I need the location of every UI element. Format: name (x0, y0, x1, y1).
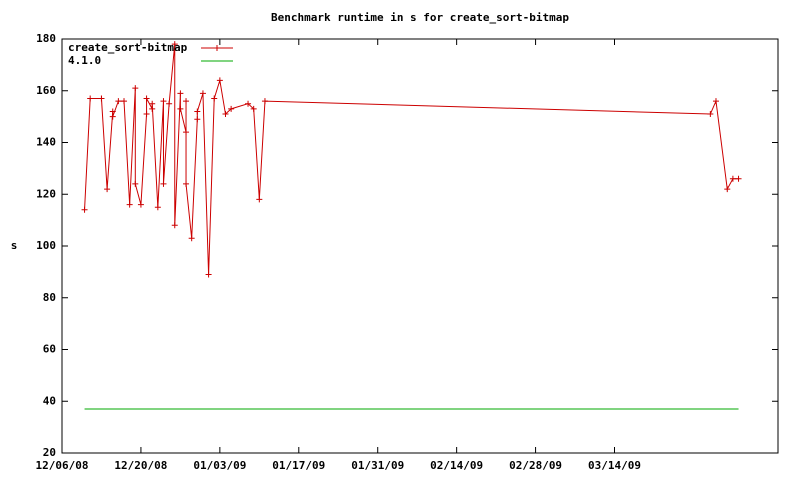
point-marker (222, 111, 229, 118)
point-marker (109, 108, 116, 115)
x-tick-label: 01/17/09 (272, 459, 325, 472)
point-marker (166, 100, 173, 107)
point-marker (104, 186, 111, 193)
point-marker (109, 113, 116, 120)
point-marker (261, 98, 268, 105)
chart-title: Benchmark runtime in s for create_sort-b… (271, 11, 569, 24)
point-marker (115, 98, 122, 105)
x-tick-label: 03/14/09 (588, 459, 641, 472)
legend-label: create_sort-bitmap (68, 41, 188, 54)
point-marker (132, 180, 139, 187)
point-marker (143, 95, 150, 102)
point-marker (126, 201, 133, 208)
point-marker (256, 196, 263, 203)
y-tick-label: 100 (36, 239, 56, 252)
point-marker (171, 41, 178, 48)
point-marker (205, 271, 212, 278)
y-tick-label: 80 (43, 291, 56, 304)
point-marker (707, 111, 714, 118)
x-tick-label: 01/03/09 (193, 459, 246, 472)
point-marker (245, 100, 252, 107)
point-marker (194, 116, 201, 123)
point-marker (177, 90, 184, 97)
x-tick-label: 01/31/09 (351, 459, 404, 472)
point-marker (211, 95, 218, 102)
point-marker (98, 95, 105, 102)
point-marker (183, 129, 190, 136)
point-marker (724, 186, 731, 193)
point-marker (228, 105, 235, 112)
y-tick-label: 120 (36, 187, 56, 200)
y-tick-label: 140 (36, 136, 56, 149)
point-marker (154, 204, 161, 211)
x-tick-label: 02/14/09 (430, 459, 483, 472)
y-tick-label: 60 (43, 343, 56, 356)
point-marker (160, 98, 167, 105)
point-marker (171, 222, 178, 229)
x-tick-label: 12/06/08 (36, 459, 89, 472)
y-tick-label: 160 (36, 84, 56, 97)
point-marker (81, 206, 88, 213)
x-tick-label: 12/20/08 (114, 459, 167, 472)
point-marker (188, 235, 195, 242)
point-marker (194, 108, 201, 115)
point-marker (149, 105, 156, 112)
point-marker (199, 90, 206, 97)
point-marker (87, 95, 94, 102)
legend-swatch (214, 45, 220, 51)
y-tick-label: 20 (43, 446, 56, 459)
point-marker (735, 175, 742, 182)
point-marker (177, 105, 184, 112)
point-marker (712, 98, 719, 105)
x-tick-label: 02/28/09 (509, 459, 562, 472)
point-marker (183, 180, 190, 187)
y-tick-label: 40 (43, 394, 56, 407)
point-marker (729, 175, 736, 182)
legend-label: 4.1.0 (68, 54, 101, 67)
point-marker (121, 98, 128, 105)
point-marker (137, 201, 144, 208)
point-marker (160, 180, 167, 187)
point-marker (250, 105, 257, 112)
y-tick-label: 180 (36, 32, 56, 45)
point-marker (216, 77, 223, 84)
y-axis-label: s (11, 239, 18, 252)
point-marker (149, 100, 156, 107)
point-marker (143, 111, 150, 118)
point-marker (183, 98, 190, 105)
point-marker (132, 85, 139, 92)
